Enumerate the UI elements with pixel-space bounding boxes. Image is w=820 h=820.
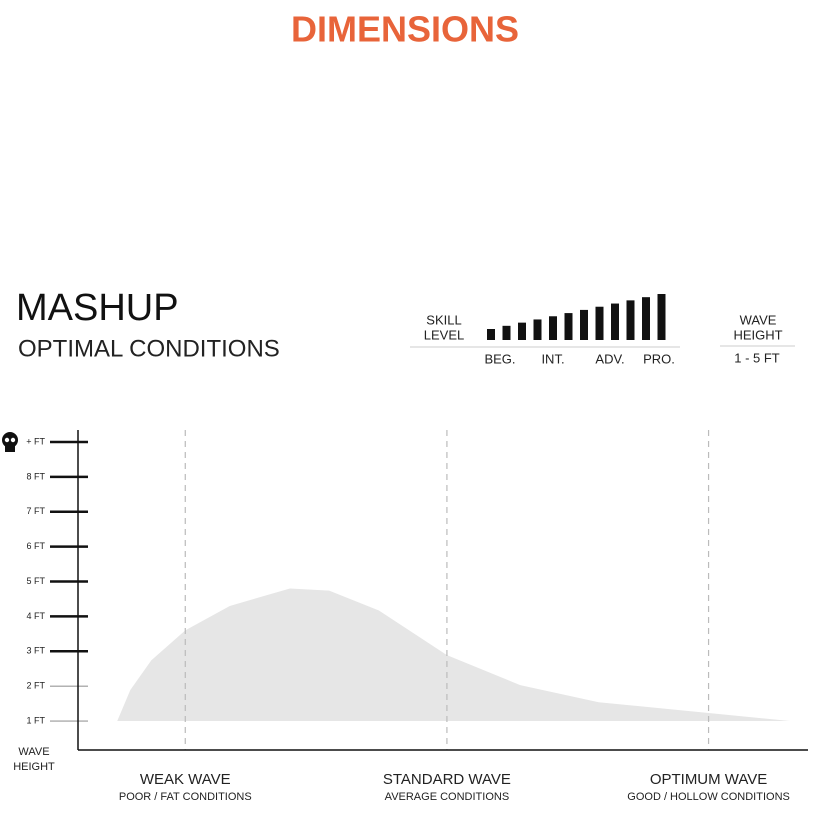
board-name: MASHUP bbox=[16, 287, 179, 329]
y-tick-label: 7 FT bbox=[26, 506, 45, 516]
skill-bar bbox=[626, 300, 635, 340]
skill-bar bbox=[533, 319, 542, 340]
skull-icon bbox=[2, 432, 18, 452]
x-tick-label: OPTIMUM WAVE bbox=[650, 771, 768, 788]
skill-bar bbox=[657, 294, 666, 340]
y-tick-label: 4 FT bbox=[26, 611, 45, 621]
skill-bar bbox=[549, 316, 557, 340]
skill-bar bbox=[595, 306, 604, 340]
y-axis-title: WAVE bbox=[18, 746, 49, 758]
skill-bars bbox=[487, 294, 666, 340]
skill-bar bbox=[580, 309, 588, 340]
skill-level: PRO. bbox=[643, 351, 675, 366]
y-tick-label: 3 FT bbox=[26, 646, 45, 656]
page-title: DIMENSIONS bbox=[291, 9, 519, 50]
skill-bar bbox=[502, 325, 511, 340]
x-tick-label: WEAK WAVE bbox=[140, 771, 231, 788]
skill-bar bbox=[487, 329, 495, 340]
skill-bar bbox=[518, 322, 526, 340]
skill-level: BEG. bbox=[484, 351, 515, 366]
y-tick-label: 2 FT bbox=[26, 681, 45, 691]
wave-height-label: HEIGHT bbox=[733, 327, 782, 342]
y-axis-title: HEIGHT bbox=[13, 761, 55, 773]
skill-label: LEVEL bbox=[424, 327, 464, 342]
skill-bar bbox=[642, 297, 650, 340]
skill-bar bbox=[564, 313, 573, 340]
y-tick-label: 5 FT bbox=[26, 576, 45, 586]
x-tick-sublabel: POOR / FAT CONDITIONS bbox=[119, 791, 252, 803]
chart: WEAK WAVE POOR / FAT CONDITIONS STANDARD W… bbox=[26, 430, 808, 803]
x-tick-sublabel: GOOD / HOLLOW CONDITIONS bbox=[627, 791, 790, 803]
board-subtitle: OPTIMAL CONDITIONS bbox=[18, 335, 280, 362]
wave-height-range: 1 - 5 FT bbox=[734, 350, 780, 365]
y-tick-label: 8 FT bbox=[26, 471, 45, 481]
skill-label: SKILL bbox=[426, 312, 461, 327]
y-tick-label: 6 FT bbox=[26, 541, 45, 551]
wave-height-label: WAVE bbox=[740, 312, 777, 327]
x-tick-sublabel: AVERAGE CONDITIONS bbox=[385, 791, 509, 803]
x-tick-label: STANDARD WAVE bbox=[383, 771, 511, 788]
skill-bar bbox=[611, 303, 619, 340]
skill-level: ADV. bbox=[595, 351, 624, 366]
y-tick-label: 1 FT bbox=[26, 715, 45, 725]
y-tick-label: + FT bbox=[26, 436, 45, 446]
wave-area bbox=[117, 588, 790, 722]
skill-level: INT. bbox=[541, 351, 564, 366]
